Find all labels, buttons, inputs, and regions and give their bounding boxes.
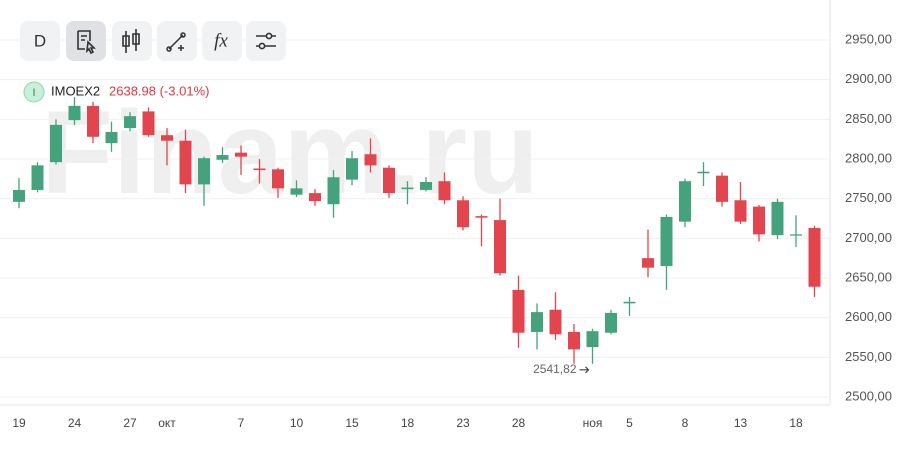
- x-tick-label: 18: [789, 416, 803, 430]
- candle-body: [253, 168, 266, 171]
- low-arrow: [579, 366, 590, 374]
- x-tick-label: 8: [682, 416, 689, 430]
- x-tick-label: окт: [158, 416, 176, 430]
- watermark: Finam.ru: [41, 87, 539, 219]
- candle-body: [623, 301, 636, 304]
- settings-knob: [265, 32, 273, 40]
- candle-body: [549, 309, 562, 335]
- y-tick-label: 2600,00: [845, 309, 892, 324]
- candles-icon: [122, 29, 140, 53]
- candle-body: [68, 105, 81, 121]
- candle-body: [679, 181, 691, 222]
- candle-body: [790, 234, 802, 236]
- ticker-icon-letter: I: [32, 87, 35, 99]
- candle-body: [438, 181, 451, 201]
- candle-body: [216, 155, 229, 160]
- candle-body: [420, 182, 432, 190]
- candle-body: [198, 158, 210, 185]
- candle-body: [808, 228, 821, 287]
- candle-body: [290, 188, 303, 195]
- candle-body: [142, 111, 155, 136]
- candle-body: [771, 201, 784, 236]
- y-tick-label: 2700,00: [845, 230, 892, 245]
- candle-body: [568, 331, 580, 350]
- candle-body: [327, 177, 340, 205]
- x-tick-label: 24: [68, 416, 82, 430]
- candle-body: [586, 331, 599, 348]
- candle-body: [605, 312, 617, 333]
- y-tick-label: 2800,00: [845, 150, 892, 165]
- candle-body: [475, 216, 488, 218]
- candle-body: [753, 206, 765, 235]
- candle-body: [50, 124, 62, 163]
- candle-body: [235, 152, 247, 157]
- low-label: 2541,82: [533, 362, 577, 376]
- candle-body: [383, 167, 395, 194]
- candle-body: [531, 312, 543, 332]
- x-tick-label: 19: [12, 416, 26, 430]
- candle-body: [161, 135, 173, 141]
- ticker-icon: [23, 81, 45, 103]
- candle-body: [457, 200, 469, 228]
- formula-label: fx: [214, 30, 228, 51]
- candle-body: [124, 116, 136, 129]
- candles-button[interactable]: [112, 21, 152, 61]
- candle-body: [364, 154, 377, 166]
- candle-body: [642, 258, 654, 268]
- candle-body: [734, 200, 747, 222]
- candle-body: [179, 140, 192, 185]
- select-tool-button[interactable]: [66, 21, 106, 61]
- x-tick-label: 13: [734, 416, 748, 430]
- plot-area: [0, 39, 830, 398]
- y-tick-label: 2900,00: [845, 71, 892, 86]
- candle-body: [13, 189, 25, 202]
- candle-body: [512, 289, 525, 333]
- candle-body: [309, 193, 321, 202]
- ticker-quote: 2638.98 (-3.01%): [109, 83, 209, 98]
- x-tick-label: 23: [456, 416, 470, 430]
- x-tick-label: 5: [626, 416, 633, 430]
- toolbar: D fx: [20, 21, 286, 61]
- candle-body: [346, 158, 358, 180]
- x-tick-label: 10: [290, 416, 304, 430]
- y-tick-label: 2550,00: [845, 349, 892, 364]
- candle-body: [494, 220, 506, 274]
- x-tick-label: 27: [123, 416, 137, 430]
- y-tick-label: 2950,00: [845, 31, 892, 46]
- y-tick-label: 2500,00: [845, 388, 892, 403]
- period-label: D: [34, 31, 46, 50]
- y-tick-label: 2850,00: [845, 111, 892, 126]
- x-tick-label: 15: [345, 416, 359, 430]
- y-tick-label: 2750,00: [845, 190, 892, 205]
- formula-button[interactable]: [202, 21, 242, 61]
- candle-body: [401, 187, 414, 190]
- candle-body: [31, 165, 44, 190]
- y-tick-label: 2650,00: [845, 269, 892, 284]
- x-tick-label: 28: [512, 416, 526, 430]
- candle-body: [105, 132, 118, 144]
- candle-body: [697, 171, 710, 174]
- ticker-name: IMOEX2: [51, 83, 100, 98]
- x-tick-label: ноя: [583, 416, 603, 430]
- settings-button[interactable]: [246, 21, 286, 61]
- draw-icon: [166, 32, 186, 52]
- candle-body: [87, 105, 99, 137]
- select-icon: [77, 30, 96, 55]
- settings-knob: [258, 42, 266, 50]
- period-button[interactable]: [20, 21, 60, 61]
- candle-body: [716, 175, 728, 202]
- x-tick-label: 7: [238, 416, 245, 430]
- candle-body: [660, 216, 673, 267]
- x-tick-label: 18: [401, 416, 415, 430]
- candle-body: [272, 169, 284, 189]
